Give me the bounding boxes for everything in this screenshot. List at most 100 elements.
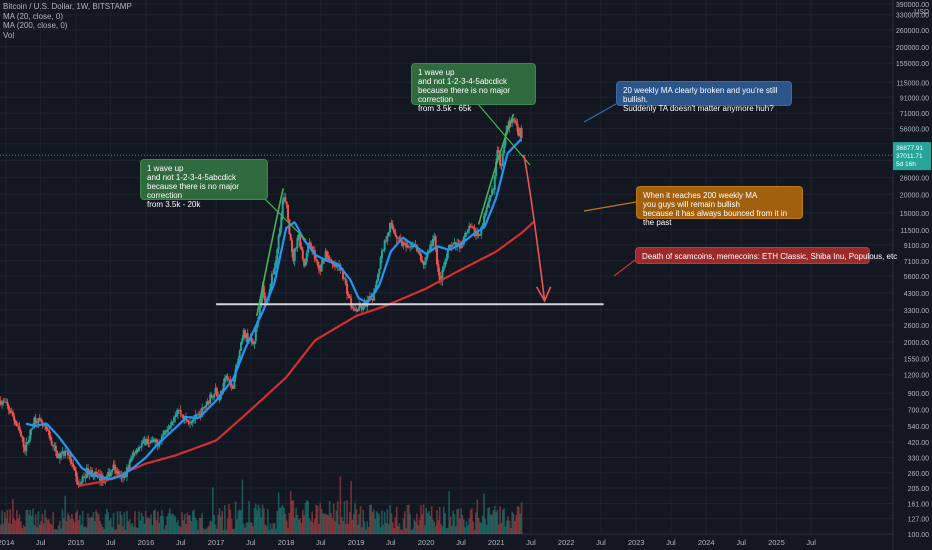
candle-body — [3, 401, 6, 403]
candle-body — [29, 430, 32, 440]
candle-body — [207, 401, 210, 404]
candle-body — [203, 407, 206, 409]
volume-bar — [222, 529, 225, 534]
candle-body — [425, 257, 428, 262]
volume-bar — [206, 527, 209, 534]
candle-body — [135, 449, 138, 454]
candle-body — [132, 452, 135, 457]
volume-bar — [5, 518, 7, 534]
volume-bar — [472, 521, 475, 534]
x-tick-label: 2017 — [208, 538, 225, 547]
y-tick-label: 3300.00 — [904, 308, 929, 315]
volume-bar — [8, 522, 10, 534]
volume-bar — [114, 529, 116, 534]
volume-bar — [291, 500, 293, 534]
volume-bar — [484, 518, 487, 534]
volume-bar — [28, 514, 30, 534]
volume-bar — [155, 520, 158, 534]
candle-body — [378, 268, 381, 275]
volume-bar — [194, 517, 197, 534]
volume-bar — [408, 504, 410, 534]
volume-bar — [73, 522, 76, 534]
candle-body — [469, 225, 472, 227]
bar-countdown: 5d 16h — [896, 161, 916, 168]
candle-body — [414, 244, 417, 245]
volume-bar — [395, 506, 398, 534]
candle-body — [407, 245, 410, 248]
volume-bar — [506, 520, 508, 534]
candle-body — [261, 285, 264, 298]
candle-body — [472, 226, 475, 229]
candle-body — [262, 285, 265, 296]
volume-bar — [107, 512, 109, 534]
candle-body — [406, 245, 409, 248]
volume-bar — [115, 529, 118, 534]
volume-bar — [59, 520, 61, 534]
candle-body — [70, 462, 73, 464]
indicator-volume-label[interactable]: Vol — [3, 30, 15, 40]
volume-bar — [106, 508, 108, 534]
candle-body — [80, 482, 83, 484]
candle-body — [210, 394, 213, 398]
candle-body — [139, 446, 142, 448]
y-tick-label: 1200.00 — [904, 373, 929, 380]
candle-body — [136, 449, 139, 452]
candle-body — [258, 307, 261, 317]
volume-bar — [300, 522, 303, 534]
y-tick-label: 1550.00 — [904, 356, 929, 363]
y-tick-label: 260000.00 — [896, 28, 929, 35]
candle-body — [517, 131, 520, 136]
callout-death-pointer — [613, 259, 636, 277]
volume-bar — [142, 516, 144, 534]
candle-body — [175, 413, 178, 417]
volume-bar — [457, 508, 460, 534]
candle-body — [355, 309, 358, 312]
candle-body — [515, 122, 518, 124]
volume-bar — [496, 510, 499, 534]
volume-bar — [289, 491, 292, 534]
y-tick-label: 9100.00 — [904, 243, 929, 250]
volume-bar — [199, 517, 202, 534]
candle-body — [478, 234, 481, 236]
candle-body — [60, 452, 63, 459]
candle-body — [131, 456, 134, 459]
volume-bar — [264, 524, 266, 534]
indicator-ma20-label[interactable]: MA (20, close, 0) — [3, 11, 64, 21]
candle-body — [442, 266, 445, 271]
candle-body — [359, 305, 362, 308]
volume-bar — [244, 527, 246, 534]
chart-legend: Bitcoin / U.S. Dollar, 1W, BITSTAMP MA (… — [3, 2, 132, 40]
volume-bar — [69, 519, 72, 534]
candle-body — [81, 476, 84, 483]
volume-bar — [138, 511, 140, 534]
volume-bar — [228, 503, 230, 534]
candle-body — [191, 419, 194, 423]
candle-body — [497, 150, 500, 153]
candle-body — [516, 123, 519, 132]
candle-body — [190, 422, 193, 423]
candle-body — [151, 439, 154, 441]
volume-bar — [480, 523, 483, 534]
volume-bar — [118, 524, 120, 534]
volume-bar — [260, 517, 262, 534]
x-tick-label: Jul — [246, 538, 256, 547]
candle-body — [111, 469, 114, 472]
candle-body — [253, 341, 256, 344]
candle-body — [296, 237, 299, 248]
indicator-ma200-label[interactable]: MA (200, close, 0) — [3, 21, 68, 30]
volume-bar — [433, 521, 436, 534]
volume-bar — [245, 522, 248, 534]
volume-bar — [456, 509, 458, 534]
volume-bar — [283, 507, 285, 534]
volume-bar — [403, 511, 406, 534]
volume-bar — [195, 520, 198, 534]
candle-body — [250, 338, 253, 343]
candle-body — [205, 404, 208, 408]
candle-body — [304, 262, 307, 266]
volume-bar — [343, 501, 346, 534]
volume-bar — [99, 520, 101, 534]
volume-bar — [473, 529, 476, 534]
candle-body — [389, 222, 392, 233]
candle-body — [22, 437, 25, 448]
candle-body — [233, 377, 236, 389]
